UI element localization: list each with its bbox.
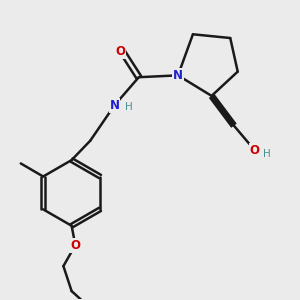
Text: N: N [110,99,119,112]
Text: H: H [125,102,133,112]
Text: O: O [115,45,125,58]
Text: H: H [262,149,270,159]
Text: O: O [250,143,260,157]
Text: N: N [173,69,183,82]
Text: O: O [70,239,80,252]
